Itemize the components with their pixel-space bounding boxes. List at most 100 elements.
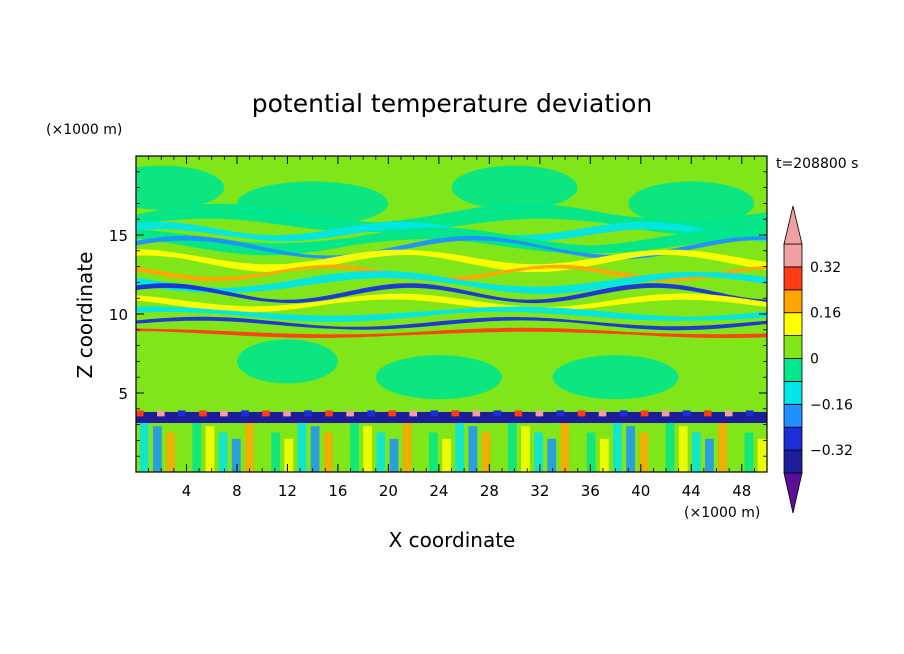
surface-cell [535,410,544,417]
surface-cell [640,410,649,417]
contour-band [136,327,767,338]
contour-band [136,203,767,235]
x-tick-label: 32 [530,482,549,500]
surface-cell [682,410,691,417]
colorbar-segment [783,312,803,337]
field-patch [237,339,338,384]
surface-layer [136,411,767,424]
field-column [731,426,741,472]
colorbar-segment [783,403,803,428]
field-column [442,438,451,472]
field-patch [628,181,755,226]
field-column [336,438,346,472]
contour-band [136,264,767,282]
colorbar-tick-label: 0 [810,352,819,368]
x-tick-label: 20 [379,482,398,500]
field-column [310,426,320,472]
y-tick-label: 10 [109,306,128,324]
surface-cell [409,410,418,417]
x-axis-label: X coordinate [389,528,516,552]
field-column [258,426,267,472]
field-patch [375,355,502,400]
colorbar-tick-label: 0.32 [810,260,841,276]
field-column [534,432,543,472]
plot-area [135,155,768,473]
contour-band [136,270,767,294]
y-tick-label: 5 [118,385,128,403]
field-column [652,438,662,472]
x-tick-label: 16 [328,482,347,500]
field-column [428,432,438,472]
field-column [166,432,175,472]
field-column [705,438,714,472]
colorbar-segment [783,266,803,291]
surface-cell [745,410,754,417]
x-tick-label: 36 [581,482,600,500]
surface-cell [241,410,249,417]
field-column [468,426,478,472]
y-tick-label: 15 [109,227,128,245]
field-column [152,426,162,472]
x-tick-label: 12 [278,482,297,500]
surface-cell [136,410,144,417]
surface-cell [619,410,628,417]
surface-cell [493,410,502,417]
y-axis-label: Z coordinate [73,252,97,379]
colorbar-segment [783,243,803,268]
x-tick-label: 40 [631,482,650,500]
field-column [244,419,254,472]
surface-cell [325,410,333,417]
surface-cell [724,410,733,417]
contour-band [136,235,767,260]
surface-cell [514,410,523,417]
chart-title: potential temperature deviation [252,89,652,118]
surface-cell [451,410,460,417]
field-column [639,432,649,472]
field-column [415,426,425,472]
field-patch [552,355,679,400]
field-column [599,438,609,472]
field-column [139,419,149,472]
field-column [205,426,215,472]
x-tick-label: 24 [429,482,448,500]
colorbar-tick-label: 0.16 [810,306,841,322]
x-tick-label: 4 [182,482,192,500]
field-column [297,419,307,472]
colorbar-extend-top [783,205,803,245]
field-column [363,426,373,472]
surface-cell [304,410,312,417]
contour-band [136,283,767,304]
surface-cell [598,410,607,417]
field-column [521,426,530,472]
field-column [626,426,636,472]
y-unit-label: (×1000 m) [46,122,122,138]
field-column [573,426,583,472]
field-column [402,419,412,472]
contour-band [136,227,767,256]
field-column [284,438,294,472]
field-column [323,432,333,472]
field-column [389,438,399,472]
colorbar-segment [783,335,803,359]
colorbar-extend-bottom [783,472,803,514]
x-tick-label: 28 [480,482,499,500]
colorbar: 0.32 0.16 0 −0.16 −0.32 [783,205,853,514]
field-column [757,438,767,472]
field-column [218,432,228,472]
field-column [455,419,465,472]
field-column [376,432,386,472]
field-patch [451,165,578,210]
surface-cell [367,410,375,417]
surface-cell [703,410,712,417]
field-column [481,432,491,472]
surface-cell [199,410,207,417]
colorbar-segment [783,449,803,474]
field-column [231,438,241,472]
colorbar-segment [783,380,803,405]
field-column [271,432,281,472]
field-column [350,419,359,472]
surface-cell [220,410,228,417]
field-patch [136,165,225,210]
field-column [179,438,189,472]
